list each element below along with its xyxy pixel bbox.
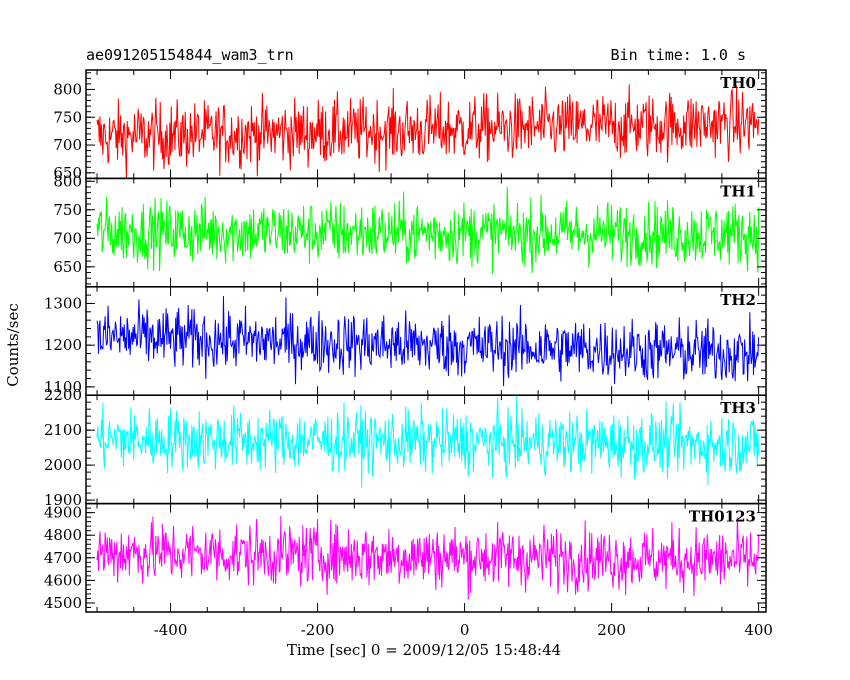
x-tick-label: -400 xyxy=(154,621,188,639)
y-tick-label: 2000 xyxy=(44,456,82,474)
panels-group: 650 700 750 800 TH0 650 700 750 800 TH1 1100 1200 13… xyxy=(44,69,773,639)
y-tick-label: 4500 xyxy=(44,594,82,612)
x-tick-label: 400 xyxy=(744,621,773,639)
y-tick-label: 650 xyxy=(53,258,82,276)
y-tick-label: 700 xyxy=(53,229,82,247)
y-tick-label: 4700 xyxy=(44,549,82,567)
y-tick-label: 700 xyxy=(53,136,82,154)
y-tick-label: 4800 xyxy=(44,526,82,544)
series-th0-line xyxy=(96,84,760,179)
x-tick-label: -200 xyxy=(301,621,335,639)
y-tick-label: 1200 xyxy=(44,336,82,354)
y-tick-label: 750 xyxy=(53,201,82,219)
y-tick-label: 800 xyxy=(53,172,82,190)
y-tick-label: 4600 xyxy=(44,571,82,589)
series-th3-line xyxy=(96,395,760,488)
chart-title: ae091205154844_wam3_trn xyxy=(86,46,294,64)
panel-th1: 650 700 750 800 TH1 xyxy=(53,172,767,288)
panel-label-th0: TH0 xyxy=(720,74,756,92)
y-axis-title: Counts/sec xyxy=(4,303,22,387)
x-tick-label: 0 xyxy=(460,621,470,639)
y-tick-label: 1100 xyxy=(44,378,82,396)
x-axis-title: Time [sec] 0 = 2009/12/05 15:48:44 xyxy=(287,641,561,659)
bin-time-label: Bin time: 1.0 s xyxy=(611,46,746,64)
panel-frame xyxy=(85,69,767,180)
x-tick-label: 200 xyxy=(597,621,626,639)
y-tick-label: 1300 xyxy=(44,294,82,312)
y-tick-label: 2100 xyxy=(44,421,82,439)
panel-label-th3: TH3 xyxy=(720,399,756,417)
panel-label-th2: TH2 xyxy=(720,291,756,309)
series-th2-line xyxy=(96,296,760,387)
panel-th3: 1900 2000 2100 2200 TH3 xyxy=(44,386,767,509)
y-tick-label: 4900 xyxy=(44,504,82,522)
y-tick-label: 800 xyxy=(53,80,82,98)
y-tick-label: 750 xyxy=(53,108,82,126)
panel-th0123: 4500 4600 4700 4800 4900 TH0123 xyxy=(44,502,767,613)
panel-label-th0123: TH0123 xyxy=(689,508,756,526)
y-tick-label: 1900 xyxy=(44,491,82,509)
y-tick-label: 2200 xyxy=(44,386,82,404)
series-th1-line xyxy=(96,186,760,275)
y-tick-label: 650 xyxy=(53,164,82,182)
panel-th2: 1100 1200 1300 TH2 xyxy=(44,286,767,396)
series-th0123-line xyxy=(96,515,760,600)
panel-label-th1: TH1 xyxy=(720,182,756,200)
panel-th0: 650 700 750 800 TH0 xyxy=(53,69,767,182)
